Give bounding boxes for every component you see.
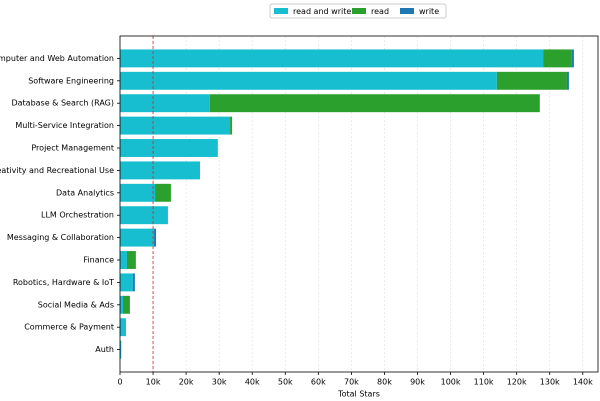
bar-segment <box>120 116 231 135</box>
bar-segment <box>120 94 210 113</box>
x-tick-label: 0 <box>117 378 122 387</box>
x-tick-label: 40k <box>245 378 260 387</box>
bar-segment <box>120 273 133 292</box>
y-tick-label: Robotics, Hardware & IoT <box>13 278 114 287</box>
y-tick-label: Software Engineering <box>28 76 114 85</box>
legend-swatch <box>400 8 414 14</box>
bar-segment <box>120 251 127 269</box>
y-tick-label: Project Management <box>31 144 114 153</box>
y-tick-label: Computer and Web Automation <box>0 54 114 63</box>
bar-segment <box>496 71 567 90</box>
bar-segment <box>126 251 136 269</box>
y-tick-label: Database & Search (RAG) <box>11 99 114 108</box>
x-tick-label: 90k <box>410 378 425 387</box>
bar-segment <box>571 49 574 68</box>
bar-segment <box>120 139 218 157</box>
x-tick-label: 70k <box>344 378 359 387</box>
bar-segment <box>120 318 126 337</box>
x-tick-label: 50k <box>278 378 293 387</box>
x-tick-label: 120k <box>507 378 527 387</box>
x-tick-label: 140k <box>573 378 593 387</box>
x-tick-label: 130k <box>540 378 560 387</box>
bar-segment <box>120 71 497 90</box>
legend-label: read and write <box>293 7 351 16</box>
x-tick-label: 20k <box>179 378 194 387</box>
x-tick-label: 80k <box>377 378 392 387</box>
legend-label: read <box>371 7 389 16</box>
y-tick-label: Commerce & Payment <box>24 323 114 332</box>
bar-segment <box>155 183 171 202</box>
y-tick-label: Data Analytics <box>56 188 114 197</box>
x-tick-label: 10k <box>146 378 161 387</box>
bar-segment <box>120 49 544 68</box>
bar-segment <box>543 49 572 68</box>
y-tick-label: Multi-Service Integration <box>15 121 114 130</box>
bar-segment <box>120 161 200 180</box>
y-tick-label: Finance <box>83 256 114 265</box>
y-tick-label: LLM Orchestration <box>41 211 114 220</box>
bar-segment <box>230 116 233 135</box>
x-axis-label: Total Stars <box>337 390 380 399</box>
x-tick-label: 60k <box>311 378 326 387</box>
bar-segment <box>120 183 156 202</box>
bar-segment <box>122 295 130 314</box>
y-tick-label: Auth <box>95 345 114 354</box>
legend-swatch <box>274 8 288 14</box>
plot-frame <box>119 35 599 373</box>
bar-segment <box>120 228 155 247</box>
bar-segment <box>209 94 540 113</box>
bar-segment <box>566 71 569 90</box>
bar-segment <box>120 340 122 359</box>
x-tick-label: 110k <box>474 378 494 387</box>
bar-segment <box>132 273 135 292</box>
bar-segment <box>120 206 168 225</box>
bar-segment <box>120 295 123 314</box>
y-tick-label: Creativity and Recreational Use <box>0 166 114 175</box>
y-tick-label: Messaging & Collaboration <box>7 233 114 242</box>
x-tick-label: 30k <box>212 378 227 387</box>
legend-label: write <box>419 7 439 16</box>
y-tick-label: Social Media & Ads <box>38 300 114 309</box>
bar-segment <box>154 228 157 247</box>
x-tick-label: 100k <box>441 378 461 387</box>
legend-swatch <box>352 8 366 14</box>
